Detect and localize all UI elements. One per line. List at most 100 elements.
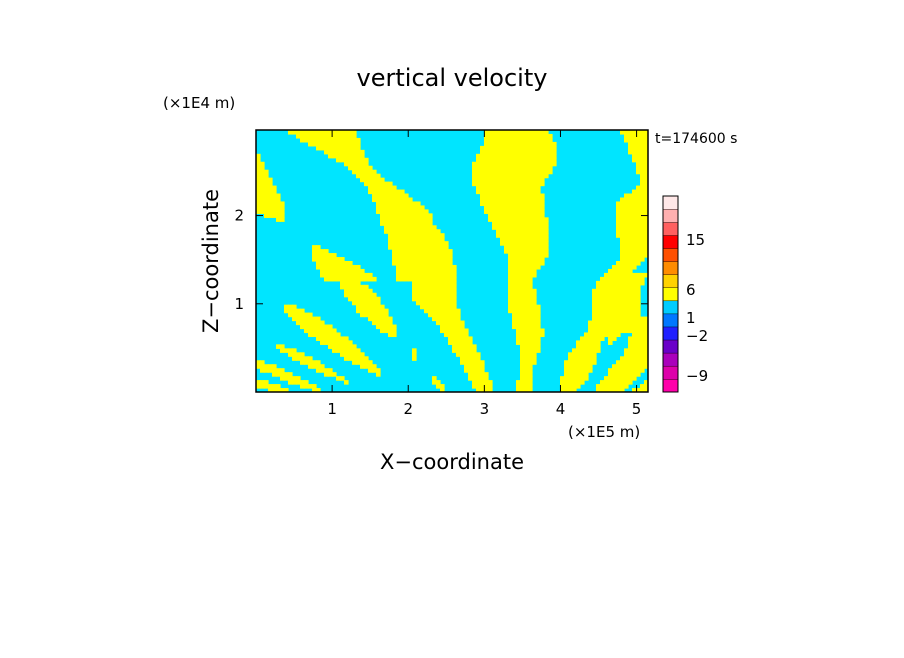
- contour-cell: [624, 372, 629, 377]
- contour-cell: [352, 352, 357, 357]
- contour-cell: [588, 360, 593, 365]
- contour-cell: [404, 249, 409, 254]
- contour-cell: [440, 257, 445, 262]
- contour-cell: [620, 300, 625, 306]
- contour-cell: [516, 308, 521, 314]
- contour-cell: [624, 253, 629, 258]
- contour-cell: [488, 149, 493, 155]
- contour-cell: [396, 264, 401, 270]
- contour-cell: [516, 153, 521, 159]
- contour-cell: [492, 169, 497, 175]
- contour-cell: [444, 245, 449, 250]
- contour-cell: [408, 261, 413, 266]
- contour-cell: [536, 137, 541, 143]
- contour-cell: [280, 348, 285, 353]
- contour-cell: [560, 376, 565, 381]
- contour-cell: [608, 268, 613, 274]
- contour-cell: [360, 165, 365, 171]
- contour-cell: [408, 205, 413, 210]
- contour-cell: [620, 292, 625, 298]
- contour-cell: [384, 217, 389, 222]
- contour-cell: [520, 352, 525, 357]
- contour-cell: [584, 340, 589, 345]
- contour-cell: [632, 344, 637, 349]
- contour-cell: [424, 308, 429, 314]
- contour-cell: [420, 213, 425, 218]
- contour-cell: [340, 344, 345, 349]
- contour-cell: [372, 197, 377, 203]
- contour-cell: [360, 177, 365, 183]
- contour-cell: [520, 201, 525, 207]
- contour-cell: [464, 368, 469, 373]
- contour-cell: [496, 193, 501, 199]
- contour-cell: [444, 316, 449, 322]
- contour-cell: [368, 177, 373, 183]
- contour-cell: [628, 372, 633, 377]
- contour-cell: [352, 137, 357, 143]
- contour-cell: [320, 249, 325, 254]
- contour-cell: [580, 372, 585, 377]
- contour-cell: [528, 225, 533, 230]
- contour-cell: [624, 308, 629, 314]
- contour-cell: [424, 249, 429, 254]
- contour-cell: [512, 213, 517, 218]
- contour-cell: [628, 201, 633, 207]
- contour-cell: [572, 360, 577, 365]
- contour-cell: [452, 344, 457, 349]
- contour-cell: [344, 264, 349, 270]
- contour-cell: [332, 153, 337, 159]
- contour-cell: [640, 328, 645, 334]
- contour-cell: [260, 169, 265, 175]
- contour-cell: [532, 157, 537, 163]
- contour-cell: [444, 308, 449, 314]
- contour-cell: [620, 372, 625, 377]
- contour-cell: [640, 241, 645, 246]
- contour-cell: [524, 229, 529, 234]
- contour-cell: [644, 177, 648, 183]
- contour-cell: [444, 296, 449, 302]
- contour-cell: [336, 137, 341, 143]
- contour-cell: [636, 161, 641, 167]
- contour-cell: [604, 280, 609, 286]
- contour-cell: [568, 356, 573, 361]
- contour-cell: [524, 241, 529, 246]
- contour-cell: [300, 130, 305, 135]
- contour-cell: [484, 133, 489, 139]
- contour-cell: [356, 272, 361, 278]
- contour-cell: [528, 141, 533, 147]
- contour-cell: [400, 261, 405, 266]
- contour-cell: [524, 384, 529, 389]
- contour-cell: [444, 272, 449, 278]
- contour-cell: [400, 225, 405, 230]
- contour-cell: [588, 344, 593, 349]
- contour-cell: [512, 177, 517, 183]
- contour-cell: [372, 189, 377, 195]
- contour-cell: [524, 332, 529, 338]
- contour-cell: [644, 380, 648, 385]
- contour-cell: [436, 312, 441, 318]
- contour-cell: [524, 169, 529, 175]
- contour-cell: [256, 153, 261, 159]
- contour-cell: [524, 253, 529, 258]
- contour-cell: [404, 205, 409, 210]
- contour-cell: [476, 388, 481, 392]
- contour-cell: [600, 336, 605, 341]
- contour-cell: [616, 368, 621, 373]
- contour-cell: [644, 149, 648, 155]
- contour-cell: [524, 360, 529, 365]
- contour-cell: [632, 288, 637, 294]
- contour-cell: [532, 261, 537, 266]
- contour-cell: [628, 316, 633, 322]
- contour-cell: [640, 145, 645, 151]
- contour-cell: [444, 268, 449, 274]
- contour-cell: [464, 356, 469, 361]
- contour-cell: [532, 173, 537, 179]
- contour-cell: [340, 141, 345, 147]
- contour-cell: [344, 268, 349, 274]
- contour-cell: [524, 233, 529, 238]
- contour-cell: [644, 388, 648, 392]
- contour-cell: [256, 201, 261, 207]
- contour-cell: [388, 332, 393, 338]
- contour-cell: [392, 261, 397, 266]
- contour-cell: [644, 344, 648, 349]
